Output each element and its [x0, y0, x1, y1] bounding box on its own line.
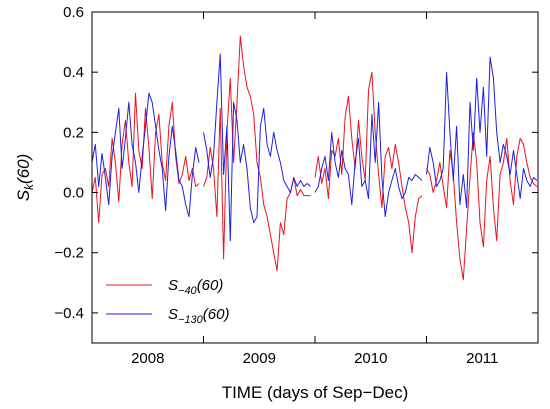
series-blue-line-segment-4 — [426, 56, 538, 209]
y-axis-label: Sk(60) — [14, 154, 36, 202]
y-tick-label: 0.0 — [63, 185, 84, 202]
series-red-line-segment-4 — [426, 131, 538, 281]
legend-red-main: S — [168, 277, 178, 294]
x-segment-label: 2010 — [354, 350, 387, 367]
legend-blue-main: S — [168, 306, 178, 323]
legend: S−40(60) S−130(60) — [106, 277, 229, 326]
series-red-line-segment-3 — [314, 71, 423, 254]
y-axis-label-sub: k — [22, 183, 36, 190]
x-segment-label: 2011 — [466, 350, 498, 367]
y-axis-label-main: S — [14, 189, 33, 201]
x-segment-label: 2009 — [243, 350, 276, 367]
y-axis-label-suffix: (60) — [14, 154, 33, 184]
legend-blue-sub: −130 — [178, 314, 204, 326]
series-red-line-segment-2 — [203, 35, 311, 272]
legend-red-suffix: (60) — [197, 277, 224, 294]
legend-label-red: S−40(60) — [168, 277, 223, 297]
y-tick-label: −0.4 — [54, 305, 84, 322]
y-tick-label: 0.4 — [63, 64, 84, 81]
axis-tick-labels: −0.4 −0.2 0.0 0.2 0.4 0.6 2008 2009 2010 2011 — [54, 4, 498, 367]
series-blue-line-segment-1 — [91, 92, 200, 218]
x-axis-label: TIME (days of Sep−Dec) — [222, 383, 409, 402]
series-lines — [91, 35, 538, 281]
x-segment-label: 2008 — [131, 350, 164, 367]
series-blue-line-segment-3 — [314, 101, 423, 218]
legend-red-sub: −40 — [178, 285, 198, 297]
y-tick-label: 0.2 — [63, 124, 84, 141]
y-tick-label: −0.2 — [54, 245, 84, 262]
legend-label-blue: S−130(60) — [168, 306, 229, 326]
y-tick-label: 0.6 — [63, 4, 84, 21]
axis-ticks — [91, 11, 539, 343]
series-blue-line-segment-2 — [203, 53, 311, 242]
series-red-line-segment-1 — [91, 92, 200, 224]
legend-blue-suffix: (60) — [203, 306, 230, 323]
